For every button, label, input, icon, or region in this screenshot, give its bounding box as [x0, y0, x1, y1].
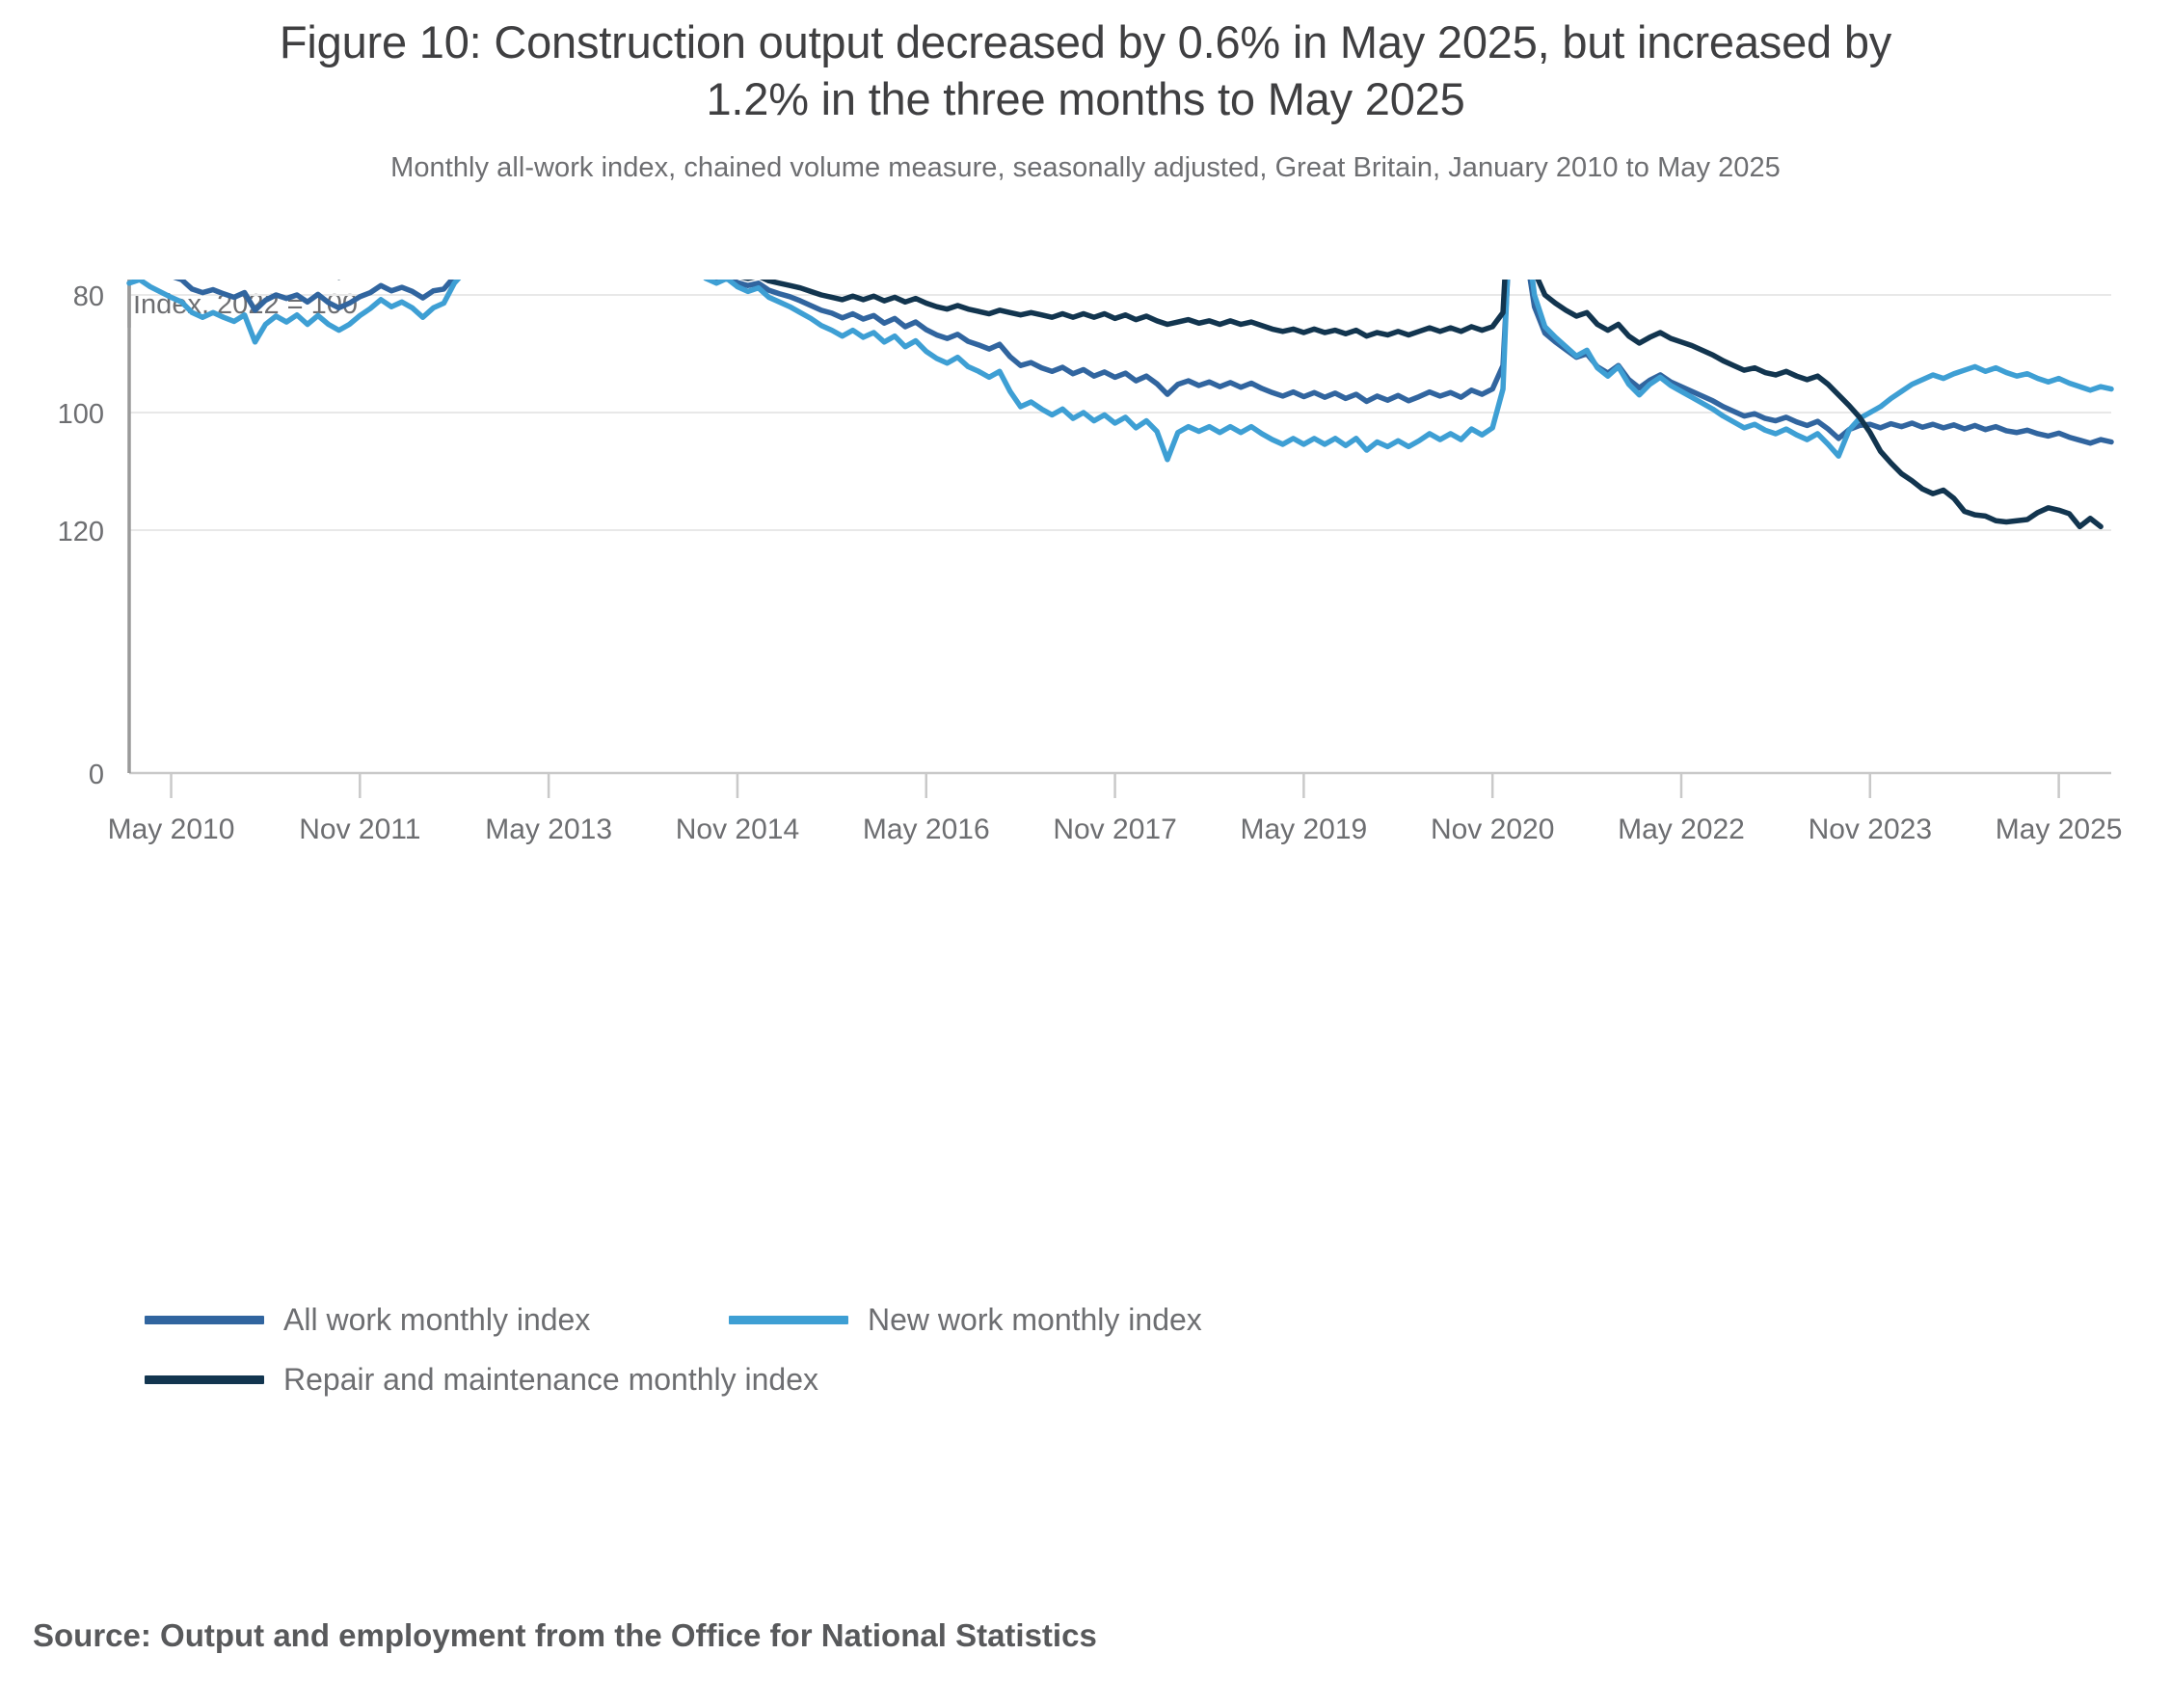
- x-tick-label-1: Nov 2011: [299, 814, 420, 845]
- x-tick-label-4: May 2016: [863, 814, 990, 845]
- x-tick-label-8: May 2022: [1618, 814, 1745, 845]
- x-tick-label-6: May 2019: [1240, 814, 1367, 845]
- x-tick-label-10: May 2025: [1996, 814, 2123, 845]
- title-block: Figure 10: Construction output decreased…: [0, 13, 2171, 184]
- legend-item-new-work[interactable]: New work monthly index: [729, 1302, 1202, 1338]
- chart-plot-area: Index, 2022 = 100 0406080100120May 2010N…: [0, 280, 2171, 858]
- series-line-1: [126, 280, 2114, 463]
- x-tick-label-7: Nov 2020: [1431, 814, 1554, 845]
- legend-label-new-work: New work monthly index: [868, 1301, 1202, 1337]
- x-tick-label-0: May 2010: [108, 814, 235, 845]
- legend-swatch-all-work: [145, 1315, 264, 1324]
- legend-row-2: Repair and maintenance monthly index: [145, 1349, 1976, 1409]
- figure-subtitle: Monthly all-work index, chained volume m…: [390, 152, 1781, 184]
- legend-row-1: All work monthly index New work monthly …: [145, 1290, 1976, 1349]
- legend-label-repair-maintenance: Repair and maintenance monthly index: [283, 1361, 818, 1397]
- legend-swatch-repair-maintenance: [145, 1374, 264, 1384]
- series-line-0: [173, 280, 2114, 446]
- y-tick-label-120: 120: [58, 517, 104, 547]
- legend-label-all-work: All work monthly index: [283, 1301, 591, 1337]
- legend-item-repair-maintenance[interactable]: Repair and maintenance monthly index: [145, 1362, 818, 1398]
- x-tick-label-5: Nov 2017: [1053, 814, 1176, 845]
- page-title: Figure 10: Construction output decreased…: [279, 16, 1892, 125]
- series-line-2: [336, 280, 2104, 530]
- chart-legend: All work monthly index New work monthly …: [145, 1290, 1976, 1409]
- legend-swatch-new-work: [729, 1315, 848, 1324]
- y-tick-label-0: 0: [89, 760, 104, 790]
- x-tick-label-2: May 2013: [485, 814, 612, 845]
- y-tick-label-100: 100: [58, 399, 104, 430]
- legend-item-all-work[interactable]: All work monthly index: [145, 1302, 729, 1338]
- x-tick-label-3: Nov 2014: [676, 814, 799, 845]
- x-tick-label-9: Nov 2023: [1809, 814, 1932, 845]
- y-tick-label-80: 80: [73, 281, 104, 312]
- source-note: Source: Output and employment from the O…: [33, 1617, 1097, 1653]
